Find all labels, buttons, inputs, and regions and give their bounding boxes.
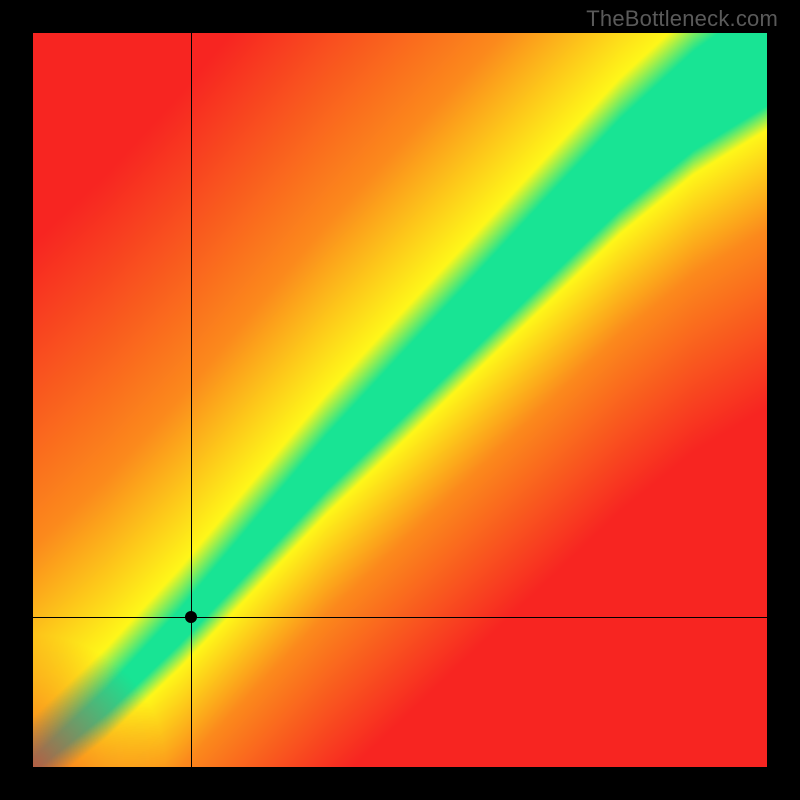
- crosshair-marker: [185, 611, 197, 623]
- heatmap-canvas: [33, 33, 767, 767]
- plot-area: [33, 33, 767, 767]
- watermark-text: TheBottleneck.com: [586, 6, 778, 32]
- crosshair-horizontal: [33, 617, 767, 618]
- chart-container: TheBottleneck.com: [0, 0, 800, 800]
- crosshair-vertical: [191, 33, 192, 767]
